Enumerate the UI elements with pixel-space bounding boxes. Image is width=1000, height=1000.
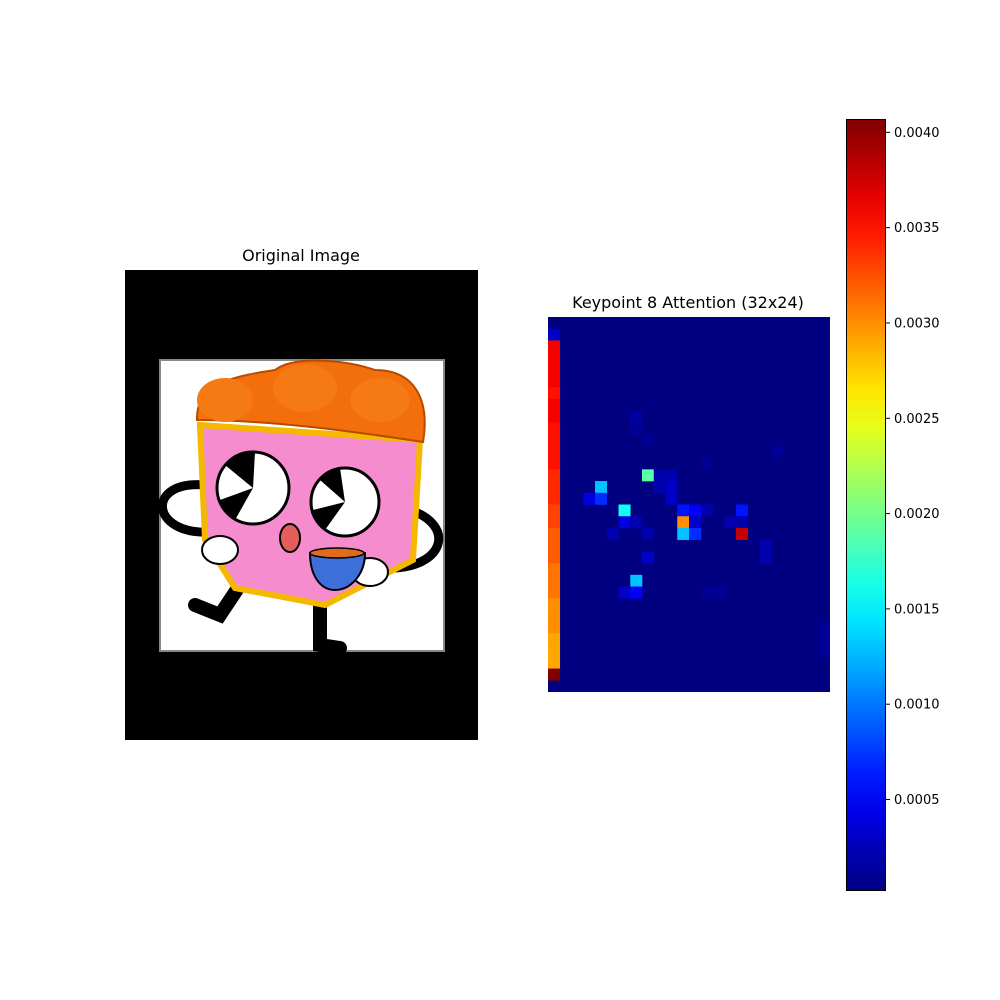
heatmap-cell — [548, 586, 561, 599]
heatmap-cell — [818, 633, 830, 646]
colorbar-tick-label: 0.0015 — [894, 602, 940, 617]
colorbar-gradient — [846, 119, 886, 891]
original-image — [125, 270, 478, 740]
colorbar-tick-label: 0.0030 — [894, 316, 940, 331]
heatmap-cell — [548, 551, 561, 564]
heatmap-cell — [677, 516, 690, 529]
heatmap-cell — [548, 609, 561, 622]
heatmap-cell — [630, 422, 643, 435]
heatmap-cell — [548, 399, 561, 412]
heatmap-cell — [548, 481, 561, 494]
heatmap-cell — [548, 328, 561, 341]
heatmap-cell — [759, 551, 772, 564]
heatmap-cell — [642, 434, 655, 447]
heatmap-cell — [724, 516, 737, 529]
heatmap-cell — [736, 516, 749, 529]
heatmap-cell — [548, 492, 561, 505]
heatmap-cell — [548, 527, 561, 540]
heatmap-cell — [548, 621, 561, 634]
heatmap-cell — [548, 410, 561, 423]
heatmap-cell — [630, 574, 643, 587]
heatmap-cell — [548, 445, 561, 458]
heatmap-cell — [689, 527, 702, 540]
heatmap-cell — [677, 527, 690, 540]
heatmap-cell — [700, 504, 713, 517]
colorbar-tick-label: 0.0020 — [894, 507, 940, 522]
heatmap-cell — [548, 457, 561, 470]
heatmap-cell — [618, 586, 631, 599]
heatmap-cell — [618, 516, 631, 529]
heatmap-cell — [700, 586, 713, 599]
attention-heatmap — [548, 317, 830, 692]
heatmap-cell — [548, 574, 561, 587]
heatmap-cell — [712, 586, 725, 599]
heatmap-cell — [736, 504, 749, 517]
heatmap-cell — [689, 516, 702, 529]
heatmap-cell — [642, 551, 655, 564]
heatmap-cell — [548, 469, 561, 482]
colorbar-tick-label: 0.0005 — [894, 793, 940, 808]
heatmap-cell — [818, 621, 830, 634]
heatmap-cell — [548, 668, 561, 681]
chicken-bucket-mascot-icon — [158, 359, 445, 655]
heatmap-cell — [595, 492, 608, 505]
heatmap-title: Keypoint 8 Attention (32x24) — [572, 293, 804, 312]
heatmap-cell — [548, 516, 561, 529]
colorbar-tick-label: 0.0035 — [894, 221, 940, 236]
heatmap-cell — [548, 434, 561, 447]
heatmap-cell — [548, 387, 561, 400]
heatmap-cell — [759, 539, 772, 552]
colorbar: 0.0005 0.0010 0.0015 0.0020 0.0025 0.0030 0.00… — [846, 119, 940, 891]
heatmap-cell — [653, 469, 666, 482]
colorbar-tick-label: 0.0025 — [894, 412, 940, 427]
heatmap-cell — [642, 527, 655, 540]
heatmap-cell — [583, 492, 596, 505]
heatmap-cell — [618, 504, 631, 517]
heatmap-cell — [665, 492, 678, 505]
heatmap-cell — [548, 539, 561, 552]
heatmap-cell — [548, 563, 561, 576]
heatmap-cell — [548, 422, 561, 435]
heatmap-cell — [665, 481, 678, 494]
heatmap-cell — [595, 481, 608, 494]
colorbar-tick-label: 0.0010 — [894, 698, 940, 713]
heatmap-cell — [771, 445, 784, 458]
heatmap-cell — [548, 352, 561, 365]
heatmap-cell — [677, 504, 690, 517]
heatmap-cell — [736, 527, 749, 540]
heatmap-cell — [700, 457, 713, 470]
heatmap-cell — [818, 645, 830, 658]
heatmap-cell — [665, 469, 678, 482]
heatmap-cell — [548, 656, 561, 669]
heatmap-cell — [606, 527, 619, 540]
heatmap-cell — [689, 504, 702, 517]
heatmap-cell — [548, 375, 561, 388]
heatmap-cell — [653, 481, 666, 494]
heatmap-cell — [548, 633, 561, 646]
original-image-title: Original Image — [242, 246, 360, 265]
colorbar-tick-label: 0.0040 — [894, 126, 940, 141]
heatmap-cell — [548, 645, 561, 658]
heatmap-cell — [642, 469, 655, 482]
heatmap-cell — [630, 586, 643, 599]
heatmap-cell — [548, 340, 561, 353]
heatmap-cell — [630, 410, 643, 423]
heatmap-cell — [548, 598, 561, 611]
heatmap-cell — [630, 516, 643, 529]
heatmap-cell — [548, 363, 561, 376]
heatmap-cell — [548, 504, 561, 517]
